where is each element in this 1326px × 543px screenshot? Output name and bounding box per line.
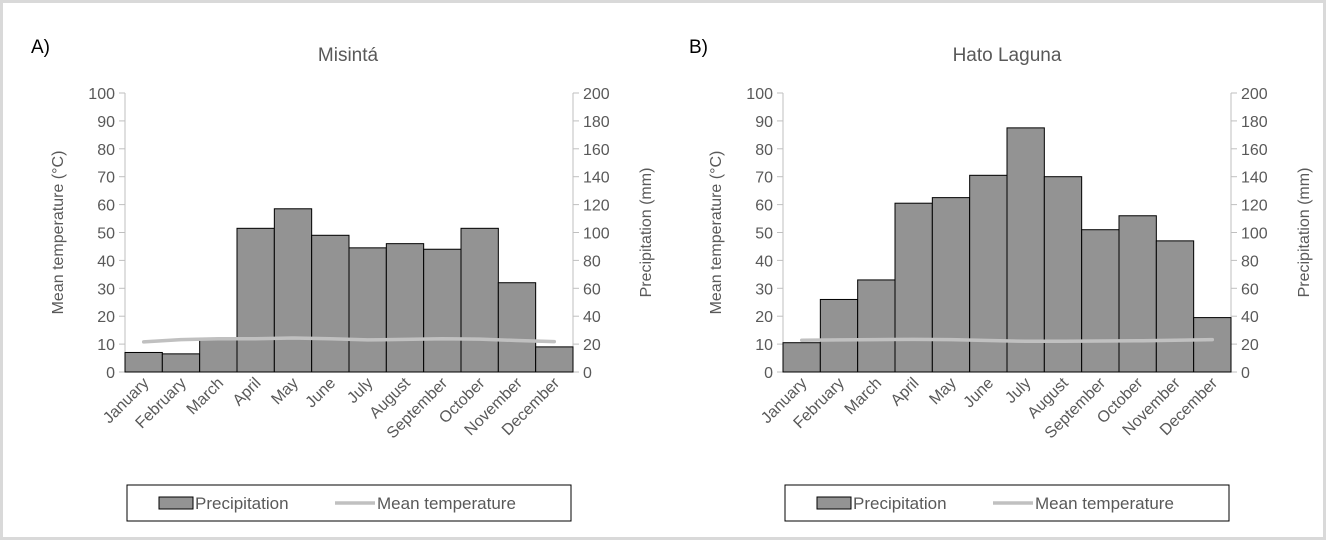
- precipitation-bar: [931, 197, 971, 373]
- y2-tick-label: 200: [583, 86, 610, 103]
- y-tick-label: 20: [755, 309, 773, 326]
- legend-temperature-label: Mean temperature: [377, 494, 516, 513]
- mean-temperature-line: [141, 336, 557, 344]
- y2-tick-label: 0: [583, 365, 592, 382]
- y-tick-label: 80: [97, 142, 115, 159]
- x-tick-label: May: [926, 375, 959, 408]
- y-tick-label: 70: [97, 170, 115, 187]
- x-tick-label: April: [230, 375, 265, 410]
- chart-title: Misintá: [318, 45, 379, 66]
- y2-tick-label: 40: [1241, 309, 1259, 326]
- y2-tick-label: 60: [583, 281, 601, 298]
- y-tick-label: 50: [97, 226, 115, 243]
- y-tick-label: 50: [755, 226, 773, 243]
- panel-label: B): [689, 37, 708, 58]
- y2-tick-label: 80: [1241, 253, 1259, 270]
- y2-axis-title: Precipitation (mm): [1296, 168, 1313, 298]
- precipitation-bar: [460, 227, 499, 373]
- y-tick-label: 30: [97, 281, 115, 298]
- precipitation-bar: [311, 234, 350, 373]
- y2-tick-label: 20: [1241, 337, 1259, 354]
- precipitation-bar: [819, 298, 859, 373]
- y-tick-label: 60: [97, 198, 115, 215]
- y2-tick-label: 0: [1241, 365, 1250, 382]
- precipitation-bar: [497, 282, 537, 373]
- y2-tick-label: 180: [583, 114, 610, 131]
- y2-tick-label: 160: [1241, 142, 1268, 159]
- precipitation-bar: [782, 342, 821, 373]
- precipitation-bar: [273, 208, 313, 373]
- panel-label: A): [31, 37, 50, 58]
- x-tick-label: May: [268, 375, 301, 408]
- chart-title: Hato Laguna: [953, 45, 1062, 66]
- y-tick-label: 70: [755, 170, 773, 187]
- y-tick-label: 100: [746, 86, 773, 103]
- precipitation-bar: [535, 346, 574, 373]
- legend-precipitation-swatch: [816, 496, 852, 510]
- x-tick-label: July: [344, 375, 376, 407]
- y2-axis-title: Precipitation (mm): [638, 168, 655, 298]
- y-tick-label: 10: [755, 337, 773, 354]
- y2-tick-label: 100: [1241, 226, 1268, 243]
- legend-precipitation-label: Precipitation: [195, 494, 289, 513]
- precipitation-bar: [423, 248, 462, 373]
- precipitation-bar: [124, 351, 163, 373]
- y2-tick-label: 20: [583, 337, 601, 354]
- precipitation-bar: [236, 227, 275, 373]
- y2-tick-label: 100: [583, 226, 610, 243]
- y2-tick-label: 140: [1241, 170, 1268, 187]
- y-tick-label: 0: [106, 365, 115, 382]
- y2-tick-label: 200: [1241, 86, 1268, 103]
- precipitation-bar: [385, 243, 425, 373]
- x-tick-label: June: [303, 375, 340, 412]
- y-tick-label: 30: [755, 281, 773, 298]
- y-axis-title: Mean temperature (°C): [708, 151, 725, 315]
- y-tick-label: 10: [97, 337, 115, 354]
- precipitation-bar: [348, 247, 387, 373]
- y-tick-label: 0: [764, 365, 773, 382]
- y-tick-label: 20: [97, 309, 115, 326]
- precipitation-bar: [894, 202, 933, 373]
- x-tick-label: March: [184, 375, 227, 418]
- precipitation-bar: [1155, 240, 1195, 373]
- y2-tick-label: 120: [583, 198, 610, 215]
- x-tick-label: March: [842, 375, 885, 418]
- precipitation-bar: [199, 338, 238, 373]
- x-tick-label: June: [961, 375, 998, 412]
- y-tick-label: 40: [755, 253, 773, 270]
- legend-precipitation-label: Precipitation: [853, 494, 947, 513]
- x-tick-label: April: [888, 375, 923, 410]
- y2-tick-label: 40: [583, 309, 601, 326]
- mean-temperature-line: [799, 337, 1215, 344]
- climate-charts: A) Misintá0102030405060708090100020406080…: [31, 37, 1313, 522]
- y2-tick-label: 180: [1241, 114, 1268, 131]
- precipitation-bar: [857, 279, 896, 373]
- y-axis-title: Mean temperature (°C): [50, 151, 67, 315]
- legend-temperature-label: Mean temperature: [1035, 494, 1174, 513]
- y2-tick-label: 140: [583, 170, 610, 187]
- y-tick-label: 60: [755, 198, 773, 215]
- y2-tick-label: 60: [1241, 281, 1259, 298]
- y2-tick-label: 80: [583, 253, 601, 270]
- precipitation-bar: [1006, 127, 1045, 373]
- precipitation-bar: [1081, 229, 1120, 373]
- precipitation-bar: [161, 353, 201, 373]
- y-tick-label: 90: [97, 114, 115, 131]
- y-tick-label: 80: [755, 142, 773, 159]
- y-tick-label: 90: [755, 114, 773, 131]
- precipitation-bar: [1118, 215, 1157, 373]
- precipitation-bar: [1193, 317, 1232, 373]
- x-tick-label: July: [1002, 375, 1034, 407]
- y2-tick-label: 160: [583, 142, 610, 159]
- y2-tick-label: 120: [1241, 198, 1268, 215]
- legend-precipitation-swatch: [158, 496, 194, 510]
- y-tick-label: 40: [97, 253, 115, 270]
- y-tick-label: 100: [88, 86, 115, 103]
